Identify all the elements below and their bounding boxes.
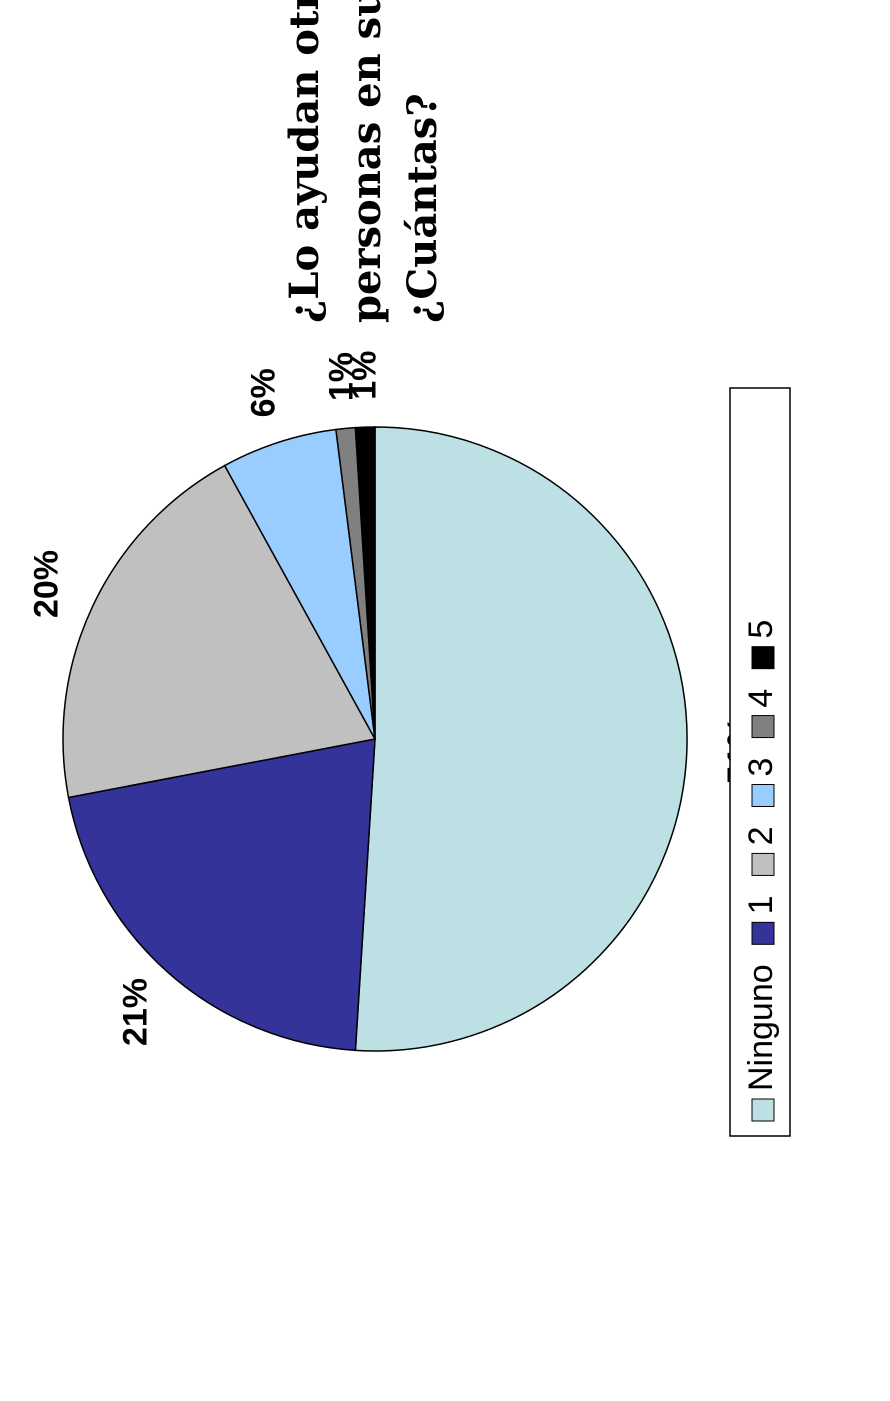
pie-label-1: 21% xyxy=(116,978,154,1046)
legend-label-2: 2 xyxy=(742,827,780,846)
legend-box xyxy=(729,387,791,1137)
pie-slice-ninguno xyxy=(354,426,688,1052)
legend-label-4: 4 xyxy=(742,689,780,708)
legend-swatch-1 xyxy=(751,921,775,945)
pie-label-2: 20% xyxy=(28,550,66,618)
pie-label-5: 1% xyxy=(346,351,384,400)
legend-label-5: 5 xyxy=(742,620,780,639)
pie-slice-5 xyxy=(354,426,376,740)
pie-slice-2 xyxy=(62,464,377,799)
pie-slice-1 xyxy=(67,738,376,1052)
legend-label-3: 3 xyxy=(742,758,780,777)
chart-title-line-3: ¿Cuántas? xyxy=(399,93,446,323)
legend-swatch-ninguno xyxy=(751,1098,775,1122)
legend: Ninguno 1 2 3 4 5 xyxy=(729,387,791,1137)
legend-label-ninguno: Ninguno xyxy=(742,964,780,1091)
chart-title: ¿Lo ayudan otras personas en su trabajo?… xyxy=(281,0,446,323)
pie-label-4: 1% xyxy=(323,352,361,401)
legend-swatch-2 xyxy=(751,852,775,876)
pie-label-3: 6% xyxy=(245,368,283,417)
chart-title-line-2: personas en su trabajo? xyxy=(343,0,390,323)
legend-swatch-5 xyxy=(751,646,775,670)
legend-swatch-3 xyxy=(751,784,775,807)
pie-slices xyxy=(62,426,688,1052)
chart-title-line-1: ¿Lo ayudan otras xyxy=(281,0,328,323)
legend-label-1: 1 xyxy=(742,895,780,914)
legend-swatch-4 xyxy=(751,715,775,739)
